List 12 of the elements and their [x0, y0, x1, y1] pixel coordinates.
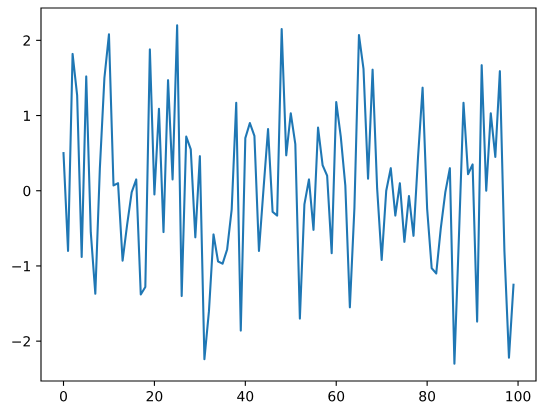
y-tick-label: −2 [12, 336, 30, 346]
y-tick-label: 0 [23, 186, 30, 196]
x-tick-label: 60 [328, 390, 344, 402]
x-tick-label: 80 [419, 390, 436, 402]
x-tick-label: 100 [506, 390, 530, 402]
y-tick-label: −1 [12, 261, 30, 272]
x-tick-label: 0 [60, 390, 67, 402]
y-tick-label: 2 [23, 35, 30, 46]
x-tick-label: 40 [237, 390, 254, 402]
y-tick-label: 1 [24, 110, 30, 121]
line-series [62, 24, 515, 365]
x-tick-label: 20 [146, 390, 162, 402]
